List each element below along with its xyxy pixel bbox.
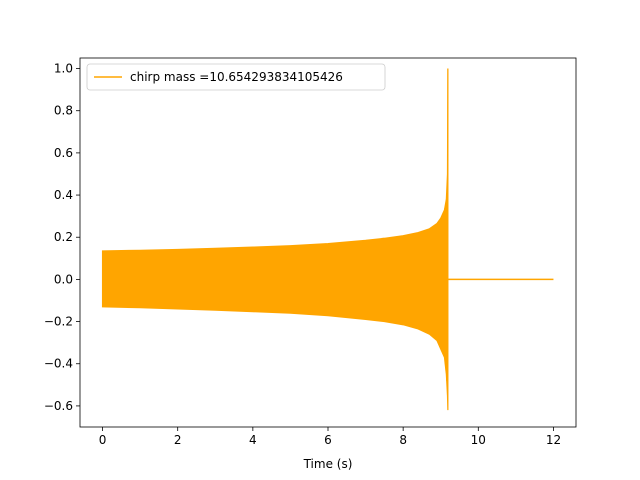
x-axis-label: Time (s) bbox=[303, 457, 353, 471]
y-tick-label: 0.0 bbox=[54, 272, 73, 286]
y-tick-label: 0.8 bbox=[54, 104, 73, 118]
legend-label: chirp mass =10.654293834105426 bbox=[130, 70, 343, 84]
y-tick-label: −0.6 bbox=[44, 399, 73, 413]
y-tick-label: 0.2 bbox=[54, 230, 73, 244]
y-tick-label: −0.4 bbox=[44, 357, 73, 371]
x-tick-label: 4 bbox=[249, 433, 257, 447]
x-tick-label: 6 bbox=[324, 433, 332, 447]
x-axis: 0 2 4 6 8 10 12 bbox=[99, 427, 561, 447]
x-tick-label: 8 bbox=[399, 433, 407, 447]
y-axis: −0.6 −0.4 −0.2 0.0 0.2 0.4 0.6 0.8 1.0 bbox=[44, 62, 80, 413]
y-tick-label: 0.4 bbox=[54, 188, 73, 202]
y-tick-label: −0.2 bbox=[44, 315, 73, 329]
legend-box bbox=[86, 63, 386, 91]
legend: chirp mass =10.654293834105426 bbox=[86, 63, 386, 91]
y-tick-label: 1.0 bbox=[54, 62, 73, 76]
plot-area bbox=[79, 57, 577, 428]
waveform-line bbox=[102, 68, 449, 396]
y-tick-label: 0.6 bbox=[54, 146, 73, 160]
x-tick-label: 2 bbox=[174, 433, 182, 447]
x-tick-label: 12 bbox=[546, 433, 561, 447]
x-tick-label: 10 bbox=[471, 433, 486, 447]
x-tick-label: 0 bbox=[99, 433, 107, 447]
